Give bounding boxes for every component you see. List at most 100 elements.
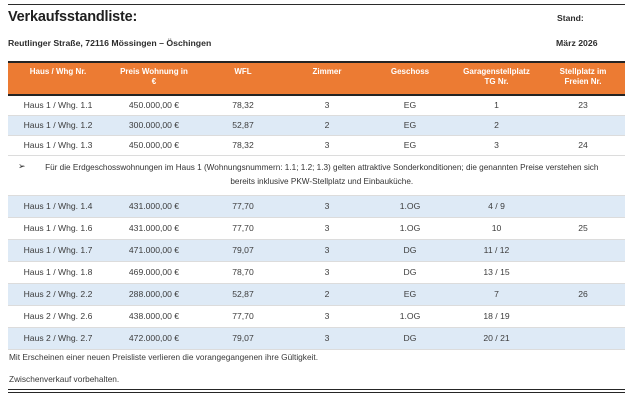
cell-wfl: 77,70 (200, 217, 286, 240)
cell-stellplatz: 23 (541, 94, 625, 116)
cell-garage: 11 / 12 (452, 239, 541, 262)
column-header-zimmer: Zimmer (286, 61, 368, 96)
footer-note-validity: Mit Erscheinen einer neuen Preisliste ve… (9, 352, 319, 362)
column-header-geschoss: Geschoss (368, 61, 452, 96)
column-header-garage: Garagenstellplatz TG Nr. (452, 61, 541, 96)
cell-preis: 450.000,00 € (108, 135, 200, 156)
cell-whg: Haus 2 / Whg. 2.2 (8, 283, 108, 306)
cell-geschoss: 1.OG (368, 217, 452, 240)
column-header-preis: Preis Wohnung in € (108, 61, 200, 96)
cell-preis: 288.000,00 € (108, 283, 200, 306)
cell-garage: 7 (452, 283, 541, 306)
cell-preis: 300.000,00 € (108, 115, 200, 136)
cell-whg: Haus 1 / Whg. 1.2 (8, 115, 108, 136)
cell-wfl: 78,32 (200, 135, 286, 156)
cell-garage: 4 / 9 (452, 195, 541, 218)
cell-geschoss: DG (368, 261, 452, 284)
cell-preis: 472.000,00 € (108, 327, 200, 350)
cell-geschoss: 1.OG (368, 305, 452, 328)
cell-wfl: 52,87 (200, 283, 286, 306)
cell-preis: 471.000,00 € (108, 239, 200, 262)
cell-wfl: 77,70 (200, 195, 286, 218)
cell-stellplatz: 26 (541, 283, 625, 306)
top-rule (8, 4, 625, 5)
table-row: Haus 1 / Whg. 1.4 431.000,00 €77,70 3 1.OG 4… (8, 195, 625, 218)
cell-whg: Haus 2 / Whg. 2.7 (8, 327, 108, 350)
cell-garage: 3 (452, 135, 541, 156)
cell-zimmer: 3 (286, 327, 368, 350)
cell-geschoss: DG (368, 239, 452, 262)
table-row: Haus 1 / Whg. 1.1 450.000,00 €78,32 3 EG 1 23 (8, 94, 625, 116)
table-row: Haus 1 / Whg. 1.6 431.000,00 €77,70 3 1.OG 1… (8, 217, 625, 240)
column-header-wfl: WFL (200, 61, 286, 96)
table-header-row: Haus / Whg Nr. Preis Wohnung in € WFL Zimme… (8, 61, 625, 96)
cell-geschoss: EG (368, 115, 452, 136)
cell-zimmer: 3 (286, 261, 368, 284)
cell-stellplatz: 24 (541, 135, 625, 156)
table-row: Haus 1 / Whg. 1.7 471.000,00 €79,07 3 DG 11 … (8, 239, 625, 262)
cell-whg: Haus 1 / Whg. 1.3 (8, 135, 108, 156)
table-row: Haus 2 / Whg. 2.6 438.000,00 €77,70 3 1.OG 1… (8, 305, 625, 328)
cell-zimmer: 3 (286, 217, 368, 240)
page-title: Verkaufsstandliste: (8, 9, 138, 25)
cell-geschoss: 1.OG (368, 195, 452, 218)
table-row: Haus 2 / Whg. 2.2 288.000,00 €52,87 2 EG 7 26 (8, 283, 625, 306)
cell-zimmer: 3 (286, 239, 368, 262)
cell-whg: Haus 1 / Whg. 1.8 (8, 261, 108, 284)
cell-wfl: 78,70 (200, 261, 286, 284)
price-table: Haus / Whg Nr. Preis Wohnung in € WFL Zimme… (8, 61, 625, 350)
cell-garage: 10 (452, 217, 541, 240)
note-cell: ➢ Für die Erdgeschosswohnungen im Haus 1 … (8, 155, 625, 196)
cell-stellplatz: 25 (541, 217, 625, 240)
cell-geschoss: DG (368, 327, 452, 350)
cell-stellplatz (541, 115, 625, 136)
cell-geschoss: EG (368, 94, 452, 116)
cell-whg: Haus 1 / Whg. 1.6 (8, 217, 108, 240)
cell-whg: Haus 1 / Whg. 1.1 (8, 94, 108, 116)
cell-geschoss: EG (368, 283, 452, 306)
cell-preis: 431.000,00 € (108, 217, 200, 240)
cell-zimmer: 3 (286, 195, 368, 218)
stand-label: Stand: (557, 13, 584, 23)
cell-wfl: 52,87 (200, 115, 286, 136)
cell-garage: 1 (452, 94, 541, 116)
address-line: Reutlinger Straße, 72116 Mössingen – Ösc… (8, 38, 212, 48)
cell-whg: Haus 1 / Whg. 1.7 (8, 239, 108, 262)
note-arrow-icon: ➢ (18, 162, 26, 173)
bottom-double-rule (8, 389, 625, 393)
cell-garage: 20 / 21 (452, 327, 541, 350)
cell-stellplatz (541, 239, 625, 262)
cell-wfl: 79,07 (200, 327, 286, 350)
cell-whg: Haus 2 / Whg. 2.6 (8, 305, 108, 328)
cell-geschoss: EG (368, 135, 452, 156)
cell-garage: 18 / 19 (452, 305, 541, 328)
cell-zimmer: 3 (286, 94, 368, 116)
table-header: Haus / Whg Nr. Preis Wohnung in € WFL Zimme… (8, 61, 625, 96)
cell-zimmer: 2 (286, 283, 368, 306)
cell-garage: 13 / 15 (452, 261, 541, 284)
cell-wfl: 77,70 (200, 305, 286, 328)
cell-zimmer: 2 (286, 115, 368, 136)
cell-garage: 2 (452, 115, 541, 136)
cell-preis: 450.000,00 € (108, 94, 200, 116)
date-value: März 2026 (556, 38, 598, 48)
cell-stellplatz (541, 327, 625, 350)
table-row: Haus 1 / Whg. 1.8 469.000,00 €78,70 3 DG 13 … (8, 261, 625, 284)
cell-stellplatz (541, 195, 625, 218)
table-row: Haus 1 / Whg. 1.2 300.000,00 €52,87 2 EG 2 (8, 115, 625, 136)
cell-whg: Haus 1 / Whg. 1.4 (8, 195, 108, 218)
column-header-stellplatz: Stellplatz im Freien Nr. (541, 61, 625, 96)
table-row: Haus 2 / Whg. 2.7 472.000,00 €79,07 3 DG 20 … (8, 327, 625, 350)
cell-preis: 469.000,00 € (108, 261, 200, 284)
cell-preis: 431.000,00 € (108, 195, 200, 218)
cell-wfl: 78,32 (200, 94, 286, 116)
cell-stellplatz (541, 305, 625, 328)
note-text: Für die Erdgeschosswohnungen im Haus 1 (… (45, 163, 599, 186)
cell-zimmer: 3 (286, 305, 368, 328)
cell-stellplatz (541, 261, 625, 284)
cell-zimmer: 3 (286, 135, 368, 156)
footer-note-resale: Zwischenverkauf vorbehalten. (9, 374, 120, 384)
cell-preis: 438.000,00 € (108, 305, 200, 328)
table-row: Haus 1 / Whg. 1.3 450.000,00 €78,32 3 EG 3 24 (8, 135, 625, 156)
